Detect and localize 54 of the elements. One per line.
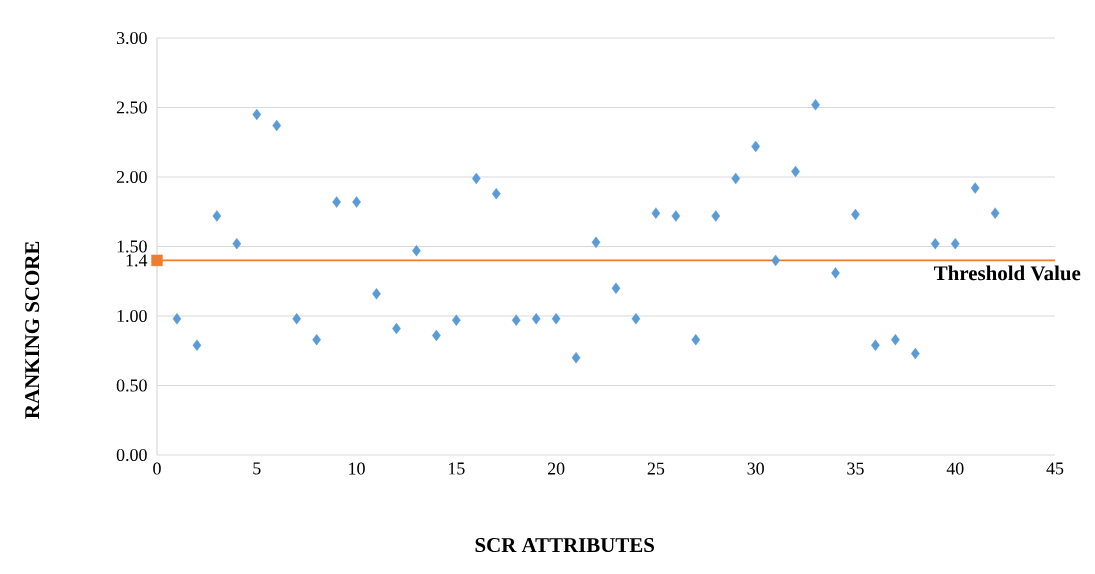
point xyxy=(711,210,721,222)
point xyxy=(651,207,661,219)
x-tick-label: 10 xyxy=(349,462,365,475)
x-tick-label: 30 xyxy=(747,462,764,475)
x-tick-label: 40 xyxy=(946,462,964,475)
point xyxy=(531,313,541,325)
y-tick-label: 1.4 xyxy=(126,254,148,267)
point xyxy=(151,254,163,267)
point xyxy=(172,313,182,325)
x-tick-label: 0 xyxy=(153,462,161,475)
y-tick-label: 2.00 xyxy=(116,170,147,184)
x-tick-label: 25 xyxy=(647,462,665,475)
point xyxy=(192,339,202,351)
y-tick-label: 2.50 xyxy=(116,101,147,114)
point xyxy=(252,108,262,121)
point xyxy=(212,210,222,222)
point xyxy=(292,313,302,325)
x-tick-label: 20 xyxy=(547,462,565,475)
point xyxy=(591,236,601,249)
point xyxy=(452,314,461,326)
point xyxy=(871,339,880,351)
point xyxy=(471,172,481,185)
y-tick-label: 0.00 xyxy=(116,448,147,462)
point xyxy=(831,267,840,279)
point xyxy=(671,210,681,222)
y-tick-label: 1.00 xyxy=(117,309,147,323)
point xyxy=(970,182,980,194)
point xyxy=(332,196,341,208)
point xyxy=(611,282,621,294)
point xyxy=(631,313,641,325)
y-axis-title: RANKING SCORE xyxy=(25,241,40,419)
x-tick-label: 35 xyxy=(847,462,864,475)
x-tick-label: 15 xyxy=(448,462,465,475)
x-tick-label: 45 xyxy=(1046,462,1064,475)
point xyxy=(731,172,741,185)
point xyxy=(352,196,361,208)
point xyxy=(232,238,242,250)
y-tick-label: 3.00 xyxy=(116,31,147,45)
x-tick-label: 5 xyxy=(253,462,261,475)
point xyxy=(691,333,701,346)
point xyxy=(551,313,561,325)
point xyxy=(990,207,1000,219)
point xyxy=(930,238,940,250)
y-tick-label: 1.50 xyxy=(117,240,147,253)
point xyxy=(950,238,960,250)
point xyxy=(571,352,581,364)
point xyxy=(272,119,282,132)
ref-line-label: Threshold Value xyxy=(934,265,1081,281)
point xyxy=(491,187,501,200)
point xyxy=(811,99,820,111)
point xyxy=(372,288,381,300)
x-axis-title: SCR ATTRIBUTES xyxy=(475,538,654,553)
point xyxy=(511,314,521,326)
y-tick-label: 0.50 xyxy=(116,379,147,392)
